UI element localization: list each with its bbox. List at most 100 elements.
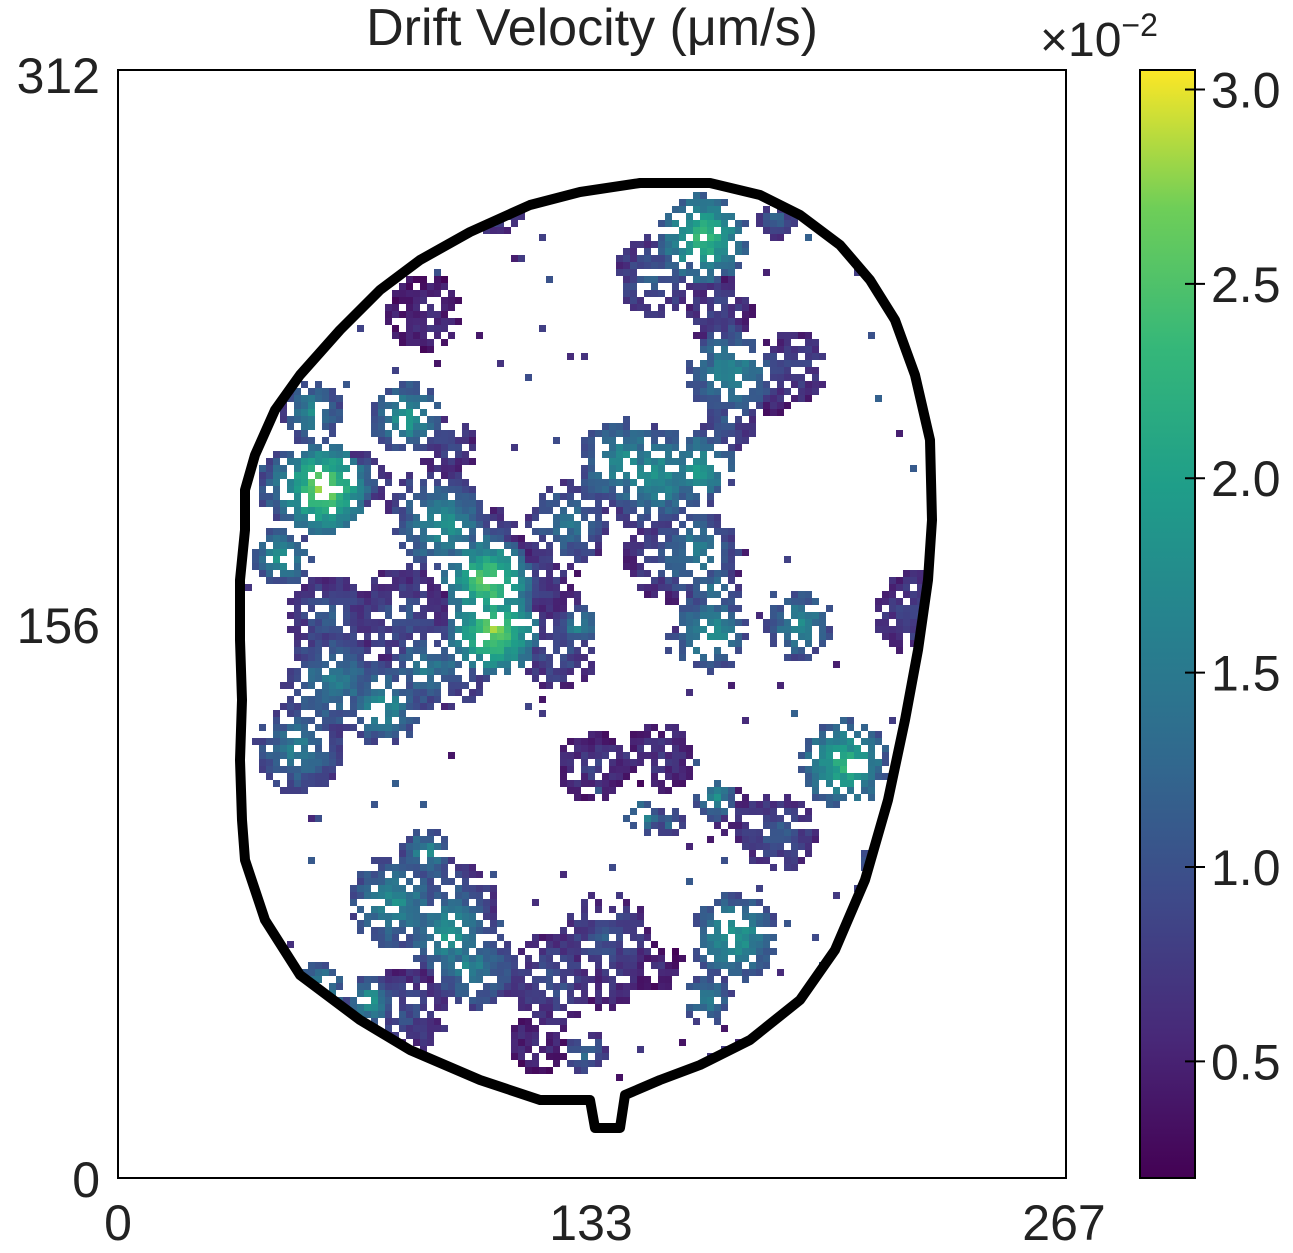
heatmap-cell <box>560 521 567 528</box>
heatmap-cell <box>308 626 315 633</box>
heatmap-cell <box>756 220 763 227</box>
heatmap-cell <box>588 976 595 983</box>
heatmap-cell <box>630 976 637 983</box>
heatmap-cell <box>322 661 329 668</box>
heatmap-cell <box>315 976 322 983</box>
heatmap-cell <box>889 605 896 612</box>
heatmap-cell <box>357 906 364 913</box>
heatmap-cell <box>679 605 686 612</box>
heatmap-cell <box>791 710 798 717</box>
heatmap-cell <box>427 892 434 899</box>
heatmap-cell <box>896 584 903 591</box>
heatmap-cell <box>427 955 434 962</box>
heatmap-cell <box>413 437 420 444</box>
heatmap-cell <box>630 430 637 437</box>
heatmap-cell <box>392 969 399 976</box>
heatmap-cell <box>532 514 539 521</box>
heatmap-cell <box>679 570 686 577</box>
heatmap-cell <box>399 633 406 640</box>
heatmap-cell <box>721 626 728 633</box>
heatmap-cell <box>497 976 504 983</box>
heatmap-cell <box>406 395 413 402</box>
heatmap-cell <box>399 864 406 871</box>
heatmap-cell <box>637 780 644 787</box>
heatmap-cell <box>581 913 588 920</box>
heatmap-cell <box>889 591 896 598</box>
heatmap-cell <box>294 752 301 759</box>
heatmap-cell <box>805 633 812 640</box>
heatmap-cell <box>735 647 742 654</box>
heatmap-cell <box>714 290 721 297</box>
heatmap-cell <box>665 255 672 262</box>
heatmap-cell <box>308 857 315 864</box>
heatmap-cell <box>637 276 644 283</box>
heatmap-cell <box>399 927 406 934</box>
heatmap-cell <box>651 780 658 787</box>
heatmap-cell <box>777 836 784 843</box>
heatmap-cell <box>826 745 833 752</box>
heatmap-cell <box>483 668 490 675</box>
heatmap-cell <box>630 759 637 766</box>
heatmap-cell <box>399 892 406 899</box>
heatmap-cell <box>770 346 777 353</box>
heatmap-cell <box>595 493 602 500</box>
heatmap-cell <box>763 815 770 822</box>
heatmap-cell <box>378 906 385 913</box>
heatmap-cell <box>364 472 371 479</box>
heatmap-cell <box>742 808 749 815</box>
heatmap-cell <box>329 773 336 780</box>
heatmap-cell <box>693 584 700 591</box>
heatmap-cell <box>322 465 329 472</box>
heatmap-cell <box>707 500 714 507</box>
heatmap-cell <box>665 598 672 605</box>
heatmap-cell <box>700 990 707 997</box>
heatmap-cell <box>560 591 567 598</box>
heatmap-cell <box>693 913 700 920</box>
heatmap-cell <box>385 703 392 710</box>
heatmap-cell <box>560 612 567 619</box>
heatmap-cell <box>714 612 721 619</box>
heatmap-cell <box>658 542 665 549</box>
heatmap-cell <box>385 731 392 738</box>
heatmap-cell <box>574 598 581 605</box>
heatmap-cell <box>686 248 693 255</box>
heatmap-cell <box>525 1025 532 1032</box>
heatmap-cell <box>553 535 560 542</box>
heatmap-cell <box>546 1004 553 1011</box>
heatmap-cell <box>749 934 756 941</box>
heatmap-cell <box>623 451 630 458</box>
heatmap-cell <box>315 381 322 388</box>
heatmap-cell <box>406 696 413 703</box>
heatmap-cell <box>392 311 399 318</box>
heatmap-cell <box>511 612 518 619</box>
heatmap-cell <box>644 304 651 311</box>
heatmap-cell <box>707 227 714 234</box>
heatmap-cell <box>707 990 714 997</box>
heatmap-cell <box>399 311 406 318</box>
heatmap-cell <box>413 423 420 430</box>
heatmap-cell <box>700 444 707 451</box>
heatmap-cell <box>651 556 658 563</box>
heatmap-cell <box>518 1032 525 1039</box>
heatmap-cell <box>700 395 707 402</box>
heatmap-cell <box>868 332 875 339</box>
heatmap-cell <box>476 962 483 969</box>
heatmap-cell <box>574 500 581 507</box>
heatmap-cell <box>427 885 434 892</box>
heatmap-cell <box>672 507 679 514</box>
heatmap-cell <box>602 920 609 927</box>
heatmap-cell <box>581 927 588 934</box>
heatmap-cell <box>728 626 735 633</box>
heatmap-cell <box>567 353 574 360</box>
heatmap-cell <box>581 479 588 486</box>
heatmap-cell <box>819 773 826 780</box>
heatmap-cell <box>812 339 819 346</box>
heatmap-cell <box>707 262 714 269</box>
heatmap-cell <box>707 521 714 528</box>
heatmap-cell <box>756 920 763 927</box>
heatmap-cell <box>420 577 427 584</box>
heatmap-cell <box>812 787 819 794</box>
heatmap-cell <box>756 899 763 906</box>
heatmap-cell <box>567 1011 574 1018</box>
heatmap-cell <box>721 899 728 906</box>
